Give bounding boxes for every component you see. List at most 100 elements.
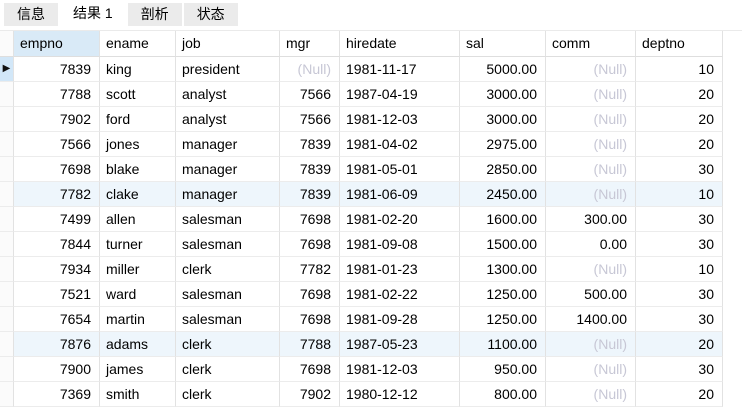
cell-mgr[interactable]: 7566 — [280, 82, 340, 107]
cell-hiredate[interactable]: 1980-12-12 — [340, 382, 460, 407]
cell-empno[interactable]: 7369 — [14, 382, 100, 407]
cell-comm[interactable]: (Null) — [546, 82, 636, 107]
cell-sal[interactable]: 1250.00 — [460, 307, 546, 332]
cell-job[interactable]: manager — [176, 157, 280, 182]
row-selector[interactable] — [0, 257, 14, 282]
cell-sal[interactable]: 1600.00 — [460, 207, 546, 232]
cell-ename[interactable]: ford — [100, 107, 176, 132]
cell-deptno[interactable]: 10 — [636, 182, 723, 207]
cell-hiredate[interactable]: 1981-12-03 — [340, 357, 460, 382]
cell-hiredate[interactable]: 1981-09-28 — [340, 307, 460, 332]
cell-job[interactable]: salesman — [176, 282, 280, 307]
cell-empno[interactable]: 7900 — [14, 357, 100, 382]
cell-deptno[interactable]: 20 — [636, 382, 723, 407]
cell-ename[interactable]: turner — [100, 232, 176, 257]
row-selector[interactable] — [0, 132, 14, 157]
cell-sal[interactable]: 3000.00 — [460, 107, 546, 132]
cell-mgr[interactable]: 7698 — [280, 232, 340, 257]
cell-empno[interactable]: 7839 — [14, 57, 100, 82]
cell-ename[interactable]: blake — [100, 157, 176, 182]
cell-empno[interactable]: 7844 — [14, 232, 100, 257]
row-selector[interactable] — [0, 82, 14, 107]
cell-empno[interactable]: 7566 — [14, 132, 100, 157]
cell-sal[interactable]: 2450.00 — [460, 182, 546, 207]
cell-job[interactable]: clerk — [176, 332, 280, 357]
cell-hiredate[interactable]: 1981-01-23 — [340, 257, 460, 282]
row-selector[interactable] — [0, 357, 14, 382]
cell-mgr[interactable]: 7698 — [280, 357, 340, 382]
row-selector[interactable] — [0, 282, 14, 307]
cell-hiredate[interactable]: 1981-11-17 — [340, 57, 460, 82]
cell-comm[interactable]: (Null) — [546, 257, 636, 282]
cell-ename[interactable]: adams — [100, 332, 176, 357]
cell-ename[interactable]: king — [100, 57, 176, 82]
cell-deptno[interactable]: 30 — [636, 357, 723, 382]
cell-deptno[interactable]: 10 — [636, 257, 723, 282]
cell-comm[interactable]: (Null) — [546, 57, 636, 82]
cell-comm[interactable]: 300.00 — [546, 207, 636, 232]
tab-status[interactable]: 状态 — [183, 3, 238, 26]
cell-comm[interactable]: (Null) — [546, 332, 636, 357]
cell-deptno[interactable]: 30 — [636, 307, 723, 332]
cell-job[interactable]: salesman — [176, 207, 280, 232]
cell-empno[interactable]: 7934 — [14, 257, 100, 282]
grid-corner-cell[interactable] — [0, 31, 14, 57]
cell-hiredate[interactable]: 1981-09-08 — [340, 232, 460, 257]
cell-comm[interactable]: (Null) — [546, 107, 636, 132]
column-header-deptno[interactable]: deptno — [636, 31, 723, 57]
cell-job[interactable]: clerk — [176, 257, 280, 282]
cell-sal[interactable]: 950.00 — [460, 357, 546, 382]
cell-deptno[interactable]: 20 — [636, 332, 723, 357]
cell-mgr[interactable]: 7788 — [280, 332, 340, 357]
cell-empno[interactable]: 7782 — [14, 182, 100, 207]
row-selector[interactable] — [0, 207, 14, 232]
cell-job[interactable]: analyst — [176, 82, 280, 107]
column-header-sal[interactable]: sal — [460, 31, 546, 57]
cell-mgr[interactable]: 7698 — [280, 207, 340, 232]
cell-deptno[interactable]: 20 — [636, 107, 723, 132]
cell-sal[interactable]: 1500.00 — [460, 232, 546, 257]
column-header-mgr[interactable]: mgr — [280, 31, 340, 57]
cell-comm[interactable]: (Null) — [546, 182, 636, 207]
tab-info[interactable]: 信息 — [4, 3, 58, 26]
cell-sal[interactable]: 2850.00 — [460, 157, 546, 182]
column-header-job[interactable]: job — [176, 31, 280, 57]
cell-comm[interactable]: (Null) — [546, 357, 636, 382]
column-header-comm[interactable]: comm — [546, 31, 636, 57]
cell-empno[interactable]: 7521 — [14, 282, 100, 307]
cell-ename[interactable]: smith — [100, 382, 176, 407]
tab-result-1[interactable]: 结果 1 — [60, 0, 126, 26]
cell-job[interactable]: salesman — [176, 232, 280, 257]
cell-sal[interactable]: 1300.00 — [460, 257, 546, 282]
cell-empno[interactable]: 7698 — [14, 157, 100, 182]
cell-job[interactable]: president — [176, 57, 280, 82]
row-selector[interactable] — [0, 157, 14, 182]
cell-mgr[interactable]: 7782 — [280, 257, 340, 282]
cell-comm[interactable]: 1400.00 — [546, 307, 636, 332]
cell-sal[interactable]: 2975.00 — [460, 132, 546, 157]
cell-empno[interactable]: 7788 — [14, 82, 100, 107]
cell-mgr[interactable]: 7698 — [280, 307, 340, 332]
cell-ename[interactable]: jones — [100, 132, 176, 157]
cell-deptno[interactable]: 10 — [636, 57, 723, 82]
cell-deptno[interactable]: 20 — [636, 132, 723, 157]
cell-sal[interactable]: 800.00 — [460, 382, 546, 407]
cell-empno[interactable]: 7499 — [14, 207, 100, 232]
cell-ename[interactable]: martin — [100, 307, 176, 332]
cell-comm[interactable]: (Null) — [546, 157, 636, 182]
cell-hiredate[interactable]: 1981-02-20 — [340, 207, 460, 232]
cell-ename[interactable]: allen — [100, 207, 176, 232]
cell-deptno[interactable]: 20 — [636, 82, 723, 107]
cell-deptno[interactable]: 30 — [636, 157, 723, 182]
tab-profile[interactable]: 剖析 — [127, 3, 182, 26]
cell-ename[interactable]: miller — [100, 257, 176, 282]
cell-hiredate[interactable]: 1987-04-19 — [340, 82, 460, 107]
cell-mgr[interactable]: (Null) — [280, 57, 340, 82]
cell-hiredate[interactable]: 1981-05-01 — [340, 157, 460, 182]
column-header-ename[interactable]: ename — [100, 31, 176, 57]
cell-job[interactable]: salesman — [176, 307, 280, 332]
cell-job[interactable]: manager — [176, 182, 280, 207]
cell-mgr[interactable]: 7839 — [280, 182, 340, 207]
cell-ename[interactable]: clake — [100, 182, 176, 207]
cell-deptno[interactable]: 30 — [636, 282, 723, 307]
